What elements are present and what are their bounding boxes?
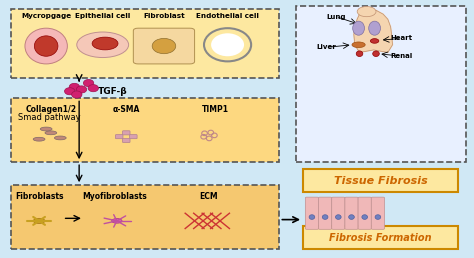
Text: Renal: Renal xyxy=(391,53,413,59)
Ellipse shape xyxy=(373,51,379,57)
FancyBboxPatch shape xyxy=(296,6,465,162)
FancyBboxPatch shape xyxy=(305,197,319,229)
Text: ECM: ECM xyxy=(200,191,218,200)
FancyBboxPatch shape xyxy=(303,168,458,191)
Ellipse shape xyxy=(357,6,376,17)
Text: Fibrosis Formation: Fibrosis Formation xyxy=(329,233,432,243)
Ellipse shape xyxy=(83,79,94,87)
FancyBboxPatch shape xyxy=(116,135,123,139)
Ellipse shape xyxy=(375,215,381,219)
FancyBboxPatch shape xyxy=(11,9,279,78)
Text: Epithelial cell: Epithelial cell xyxy=(75,13,130,19)
FancyBboxPatch shape xyxy=(122,139,130,142)
Ellipse shape xyxy=(336,215,341,219)
Text: TGF-β: TGF-β xyxy=(98,87,128,96)
Text: Tissue Fibrosis: Tissue Fibrosis xyxy=(334,175,428,186)
Ellipse shape xyxy=(356,51,363,57)
Text: Collagen1/2: Collagen1/2 xyxy=(26,105,76,114)
FancyBboxPatch shape xyxy=(332,197,345,229)
Ellipse shape xyxy=(112,219,122,223)
Text: α-SMA: α-SMA xyxy=(113,105,140,114)
Ellipse shape xyxy=(45,131,57,135)
Text: Endothelial cell: Endothelial cell xyxy=(196,13,259,19)
Ellipse shape xyxy=(370,39,379,43)
Text: Smad pathway: Smad pathway xyxy=(18,113,81,122)
Ellipse shape xyxy=(40,127,52,131)
FancyBboxPatch shape xyxy=(345,197,358,229)
Text: Myofibroblasts: Myofibroblasts xyxy=(82,191,147,200)
Ellipse shape xyxy=(25,28,67,64)
FancyBboxPatch shape xyxy=(303,226,458,249)
Ellipse shape xyxy=(309,215,315,219)
Ellipse shape xyxy=(33,137,45,141)
Ellipse shape xyxy=(211,33,244,56)
Ellipse shape xyxy=(33,218,45,223)
Text: Fibroblasts: Fibroblasts xyxy=(15,191,64,200)
FancyBboxPatch shape xyxy=(371,197,384,229)
Ellipse shape xyxy=(69,83,80,91)
Ellipse shape xyxy=(88,85,99,92)
Ellipse shape xyxy=(353,21,365,35)
Text: TIMP1: TIMP1 xyxy=(202,105,229,114)
Text: Mycropgage: Mycropgage xyxy=(21,13,71,19)
Ellipse shape xyxy=(55,136,66,140)
FancyBboxPatch shape xyxy=(319,197,332,229)
Text: Heart: Heart xyxy=(391,35,413,41)
Ellipse shape xyxy=(322,215,328,219)
Ellipse shape xyxy=(369,21,381,35)
Ellipse shape xyxy=(352,42,365,47)
Ellipse shape xyxy=(35,36,58,56)
Text: Lung: Lung xyxy=(326,14,346,20)
Polygon shape xyxy=(354,10,392,52)
Ellipse shape xyxy=(92,37,118,50)
FancyBboxPatch shape xyxy=(129,135,137,139)
Ellipse shape xyxy=(64,88,75,95)
Ellipse shape xyxy=(152,38,176,54)
Ellipse shape xyxy=(77,32,128,58)
Ellipse shape xyxy=(72,91,82,98)
FancyBboxPatch shape xyxy=(122,131,130,135)
FancyBboxPatch shape xyxy=(11,98,279,162)
Ellipse shape xyxy=(76,86,87,93)
Text: Fibroblast: Fibroblast xyxy=(143,13,185,19)
FancyBboxPatch shape xyxy=(133,28,195,64)
Ellipse shape xyxy=(349,215,355,219)
FancyBboxPatch shape xyxy=(358,197,371,229)
Ellipse shape xyxy=(362,215,367,219)
FancyBboxPatch shape xyxy=(11,185,279,249)
Text: Liver: Liver xyxy=(317,44,337,50)
